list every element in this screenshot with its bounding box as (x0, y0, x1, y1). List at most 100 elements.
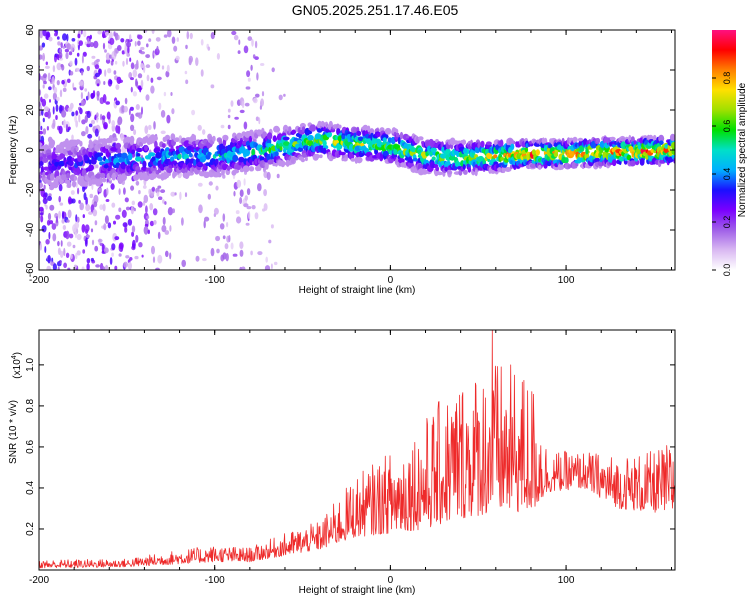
noise-speck (76, 233, 82, 241)
noise-speck (89, 34, 93, 40)
noise-speck (228, 235, 231, 243)
noise-speck (39, 130, 44, 135)
noise-speck (41, 42, 46, 48)
noise-speck (49, 204, 55, 211)
noise-speck (95, 264, 100, 268)
noise-speck (241, 100, 245, 109)
ridge-blob (235, 164, 243, 170)
noise-speck (89, 193, 94, 199)
snr-frame (38, 329, 676, 571)
noise-speck (237, 50, 241, 54)
ridge-blob (188, 153, 193, 158)
noise-speck (75, 120, 79, 128)
ridge-blob (297, 147, 304, 152)
ridge-blob (155, 152, 163, 159)
ridge-blob (232, 154, 239, 162)
noise-speck (95, 164, 99, 169)
ridge-blob (39, 142, 43, 147)
noise-speck (67, 78, 71, 84)
noise-speck (44, 246, 47, 253)
ridge-blob (398, 157, 405, 164)
ridge-blob (612, 159, 617, 167)
noise-speck (123, 187, 126, 195)
y-tick-label: -40 (25, 222, 36, 237)
noise-speck (236, 216, 242, 224)
spectrogram-x-axis-label: Height of straight line (km) (299, 285, 416, 296)
ridge-blob (63, 148, 67, 155)
ridge-blob (66, 172, 71, 179)
noise-speck (120, 38, 125, 43)
noise-speck (133, 129, 137, 136)
ridge-blob (90, 158, 97, 165)
noise-speck (81, 54, 84, 64)
noise-speck (49, 220, 54, 225)
noise-speck (142, 30, 148, 34)
ridge-blob (127, 153, 133, 161)
noise-speck (276, 173, 280, 179)
snr-panel: -200 -100 0 100 0.2 0.4 0.6 0.8 1.0 Height of s… (8, 329, 676, 596)
ridge-blob (193, 159, 197, 166)
ridge-blob (399, 131, 404, 140)
noise-speck (114, 265, 118, 270)
noise-speck (132, 91, 137, 97)
ridge-blob (112, 137, 118, 142)
noise-speck (170, 191, 176, 197)
noise-speck (46, 32, 50, 37)
y-tick-label: 40 (25, 64, 36, 76)
colorbar-tick-label: 0.0 (722, 264, 732, 277)
noise-speck (243, 121, 248, 130)
noise-speck (246, 70, 251, 78)
noise-speck (45, 239, 50, 245)
noise-speck (143, 225, 149, 235)
noise-speck (210, 84, 215, 89)
noise-speck (139, 86, 142, 93)
x-tick-label: 100 (558, 275, 575, 286)
ridge-blob (420, 169, 428, 175)
noise-speck (106, 111, 111, 120)
ridge-blob (141, 166, 147, 171)
noise-speck (102, 94, 107, 103)
noise-speck (58, 210, 61, 219)
noise-speck (200, 69, 204, 77)
ridge-blob (192, 134, 196, 140)
noise-speck (113, 70, 117, 75)
noise-speck (131, 231, 135, 237)
ridge-blob (274, 151, 279, 157)
noise-speck (158, 102, 162, 111)
noise-speck (75, 214, 78, 223)
noise-speck (42, 30, 47, 37)
noise-speck (59, 51, 63, 59)
spectrogram-heatmap (39, 30, 675, 270)
noise-speck (185, 79, 189, 85)
noise-speck (245, 222, 250, 226)
ridge-blob (463, 148, 468, 154)
noise-speck (155, 37, 161, 42)
spectrogram-y-axis-label: Frequency (Hz) (8, 116, 19, 185)
ridge-blob (305, 130, 313, 135)
noise-speck (72, 82, 75, 90)
noise-speck (42, 117, 45, 123)
noise-speck (77, 187, 80, 195)
noise-speck (239, 241, 244, 249)
noise-speck (125, 206, 131, 211)
ridge-blob (51, 139, 56, 146)
ridge-blob (382, 137, 387, 143)
noise-speck (92, 90, 96, 98)
noise-speck (263, 203, 268, 211)
noise-speck (239, 189, 244, 197)
ridge-blob (272, 135, 277, 143)
noise-speck (170, 92, 173, 96)
noise-speck (160, 110, 166, 118)
noise-speck (39, 243, 42, 251)
ridge-blob (384, 127, 392, 135)
ridge-blob (529, 163, 537, 169)
noise-speck (165, 250, 169, 257)
ridge-blob (446, 170, 453, 175)
noise-speck (123, 106, 128, 113)
noise-speck (96, 58, 100, 63)
noise-speck (84, 239, 88, 247)
noise-speck (216, 53, 220, 60)
noise-speck (186, 31, 190, 40)
noise-speck (94, 128, 99, 137)
